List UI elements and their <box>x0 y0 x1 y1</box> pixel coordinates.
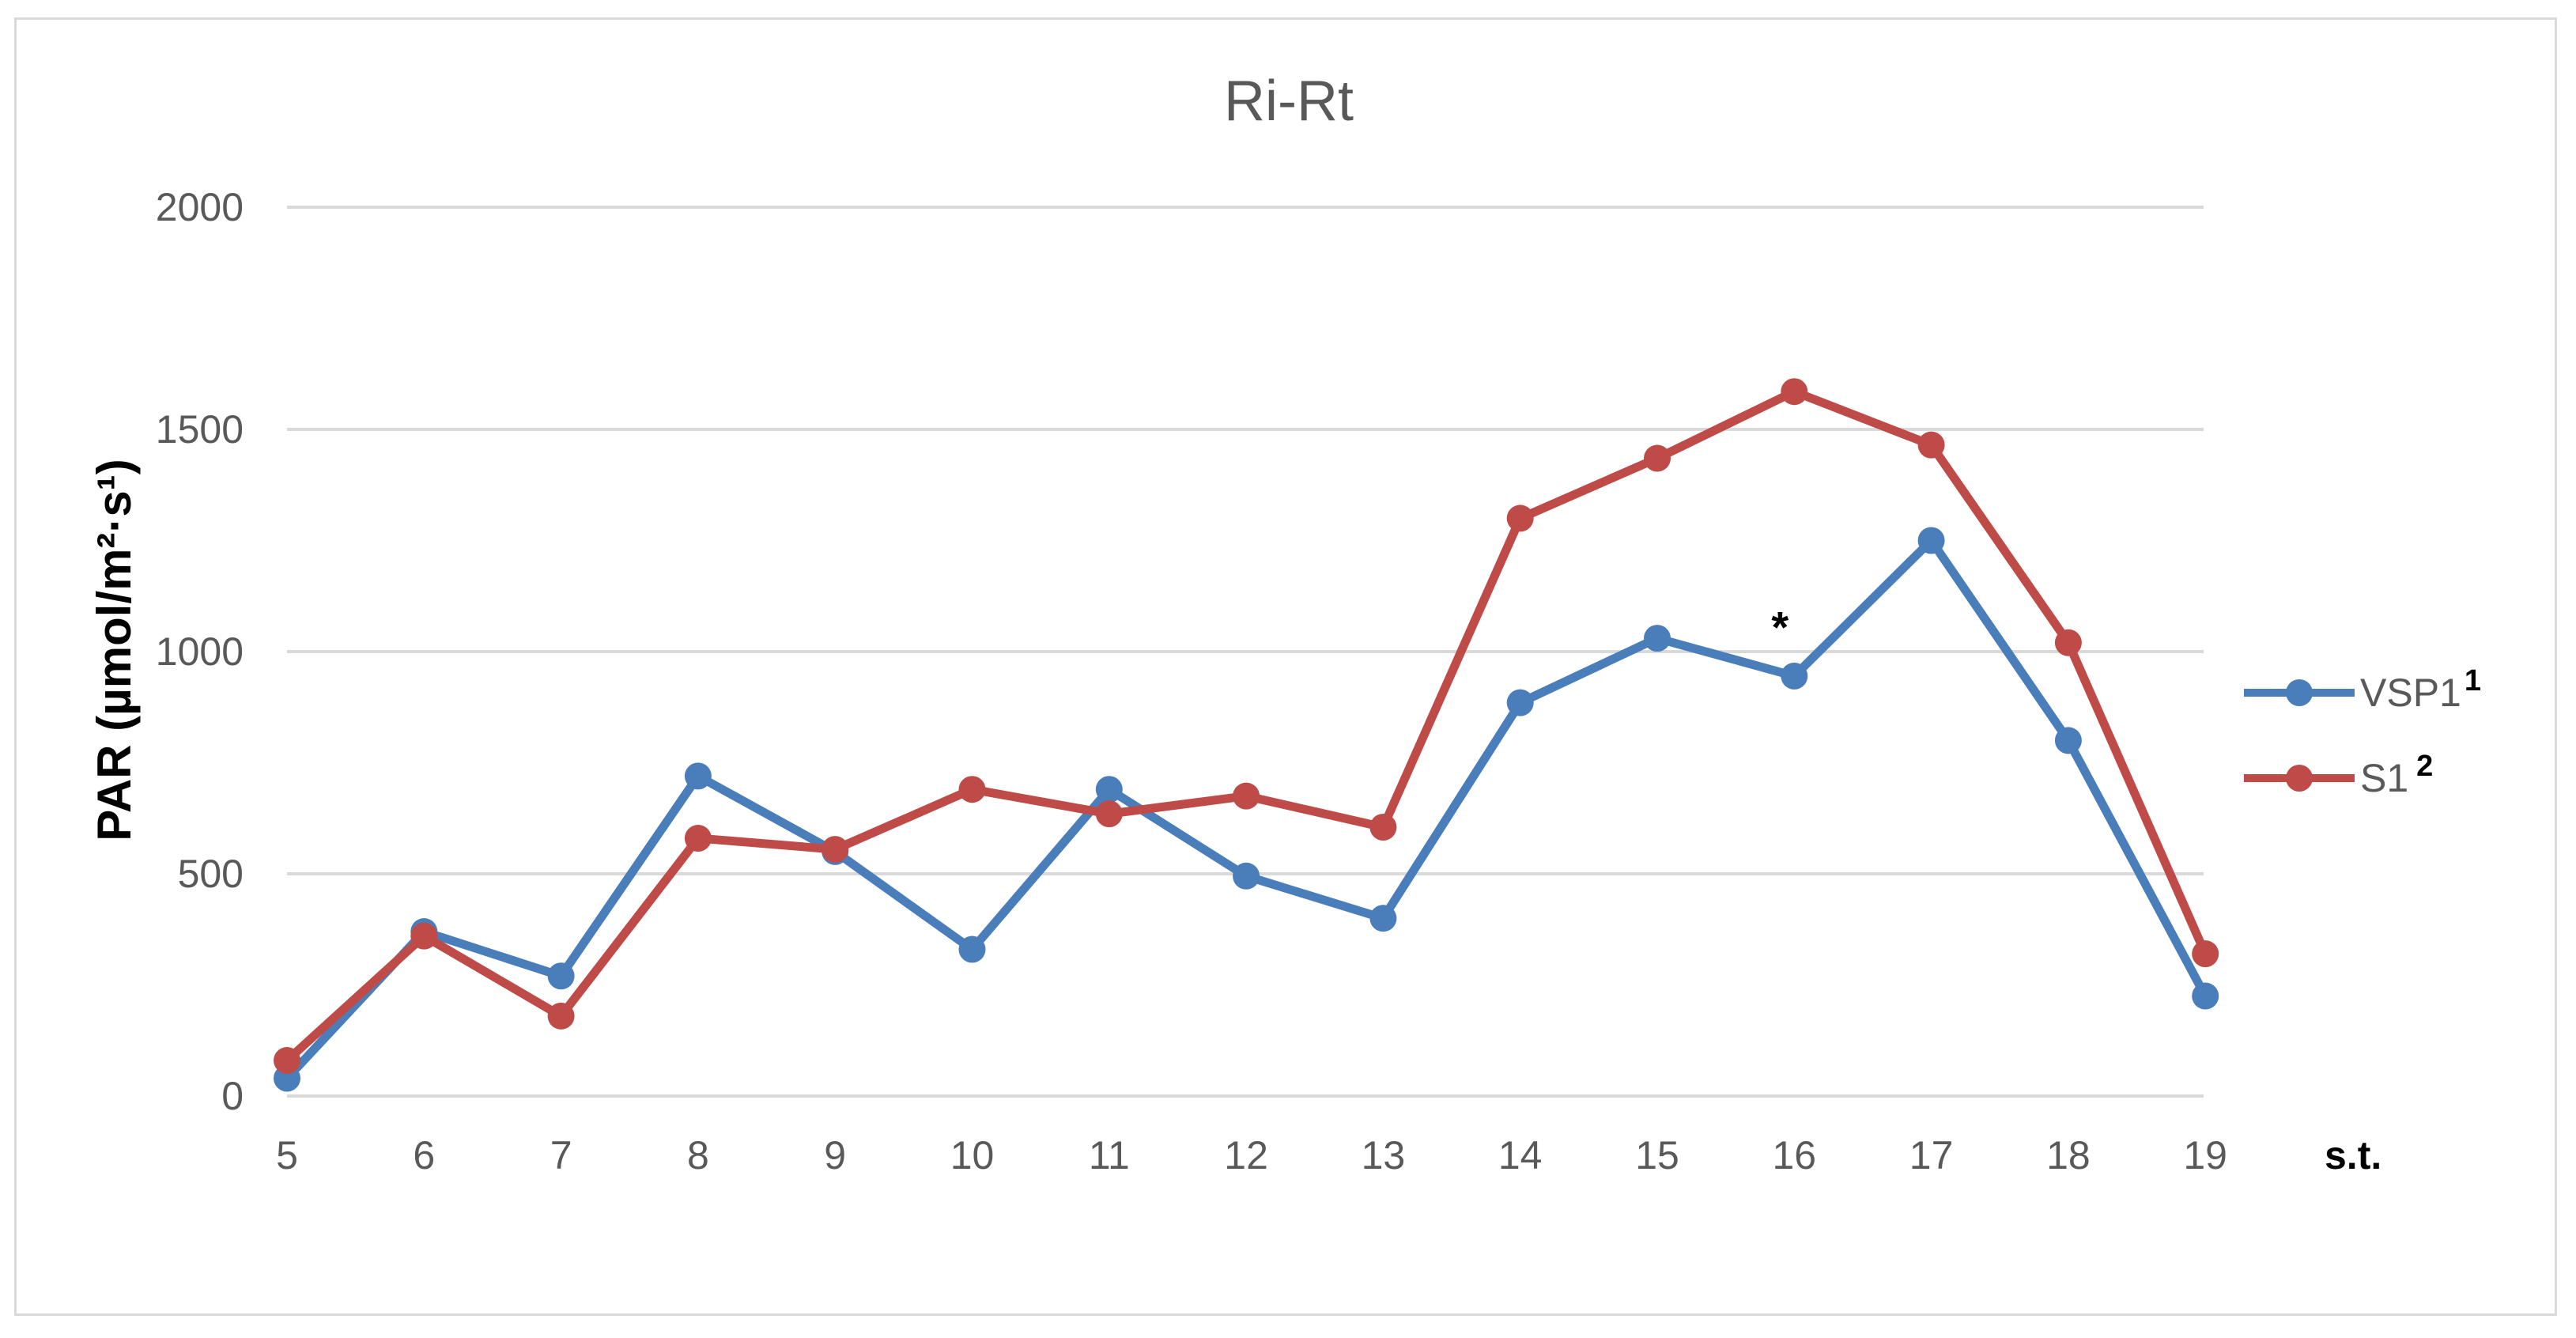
legend-label-vsp1: VSP1 1 <box>2360 664 2481 715</box>
data-point-s1 <box>684 825 712 852</box>
data-point-s1 <box>1233 782 1260 810</box>
x-axis-label: s.t. <box>2325 1133 2381 1177</box>
data-point-s1 <box>1644 444 1671 472</box>
y-tick-label: 2000 <box>156 185 244 229</box>
data-point-s1 <box>958 776 986 803</box>
data-point-vsp1 <box>2192 982 2219 1010</box>
data-point-s1 <box>1917 431 1945 459</box>
x-tick-label: 9 <box>824 1133 846 1177</box>
series-lines <box>274 378 2219 1092</box>
x-tick-label: 12 <box>1224 1133 1268 1177</box>
x-tick-label: 8 <box>687 1133 709 1177</box>
legend-item-vsp1: VSP1 1 <box>2244 664 2481 715</box>
data-point-vsp1 <box>1369 905 1397 932</box>
data-point-vsp1 <box>1917 527 1945 554</box>
data-point-vsp1 <box>2054 727 2082 754</box>
y-tick-label: 500 <box>178 852 244 896</box>
x-tick-label: 15 <box>1635 1133 1679 1177</box>
data-point-s1 <box>1095 800 1123 828</box>
x-tick-label: 14 <box>1498 1133 1543 1177</box>
data-point-s1 <box>1781 378 1808 406</box>
data-point-vsp1 <box>684 762 712 790</box>
legend: VSP1 1 S1 2 <box>2244 664 2481 800</box>
data-point-s1 <box>1369 813 1397 841</box>
chart-title: Ri-Rt <box>1224 70 1354 133</box>
x-tick-label: 17 <box>1909 1133 1954 1177</box>
x-tick-label: 10 <box>950 1133 995 1177</box>
data-point-vsp1 <box>1506 689 1534 716</box>
x-tick-label: 19 <box>2183 1133 2227 1177</box>
y-tick-label: 1000 <box>156 629 244 674</box>
data-point-vsp1 <box>1233 862 1260 890</box>
data-point-s1 <box>2054 629 2082 656</box>
legend-label-s1: S1 2 <box>2360 750 2433 800</box>
x-tick-label: 6 <box>413 1133 435 1177</box>
labels: 0 500 1000 1500 2000 5 6 7 8 9 10 11 12 13 14 15 16 17 18 1… <box>156 185 2227 1177</box>
x-tick-label: 7 <box>550 1133 572 1177</box>
data-point-s1 <box>410 922 438 950</box>
x-tick-label: 11 <box>1089 1133 1130 1177</box>
y-tick-label: 1500 <box>156 407 244 452</box>
data-point-vsp1 <box>1781 662 1808 690</box>
data-point-s1 <box>822 836 849 864</box>
chart-frame <box>14 17 2557 1316</box>
legend-swatch-marker <box>2286 679 2313 706</box>
data-point-vsp1 <box>958 935 986 963</box>
data-point-vsp1 <box>1644 625 1671 652</box>
y-axis-label: PAR (µmol/m²·s¹) <box>88 459 141 841</box>
significance-annotation: * <box>1771 603 1788 652</box>
data-point-s1 <box>547 1002 575 1030</box>
data-point-s1 <box>1506 505 1534 532</box>
data-point-vsp1 <box>547 962 575 990</box>
data-point-s1 <box>2192 940 2219 968</box>
y-tick-label: 0 <box>221 1074 244 1118</box>
x-tick-label: 18 <box>2046 1133 2091 1177</box>
legend-swatch-marker <box>2286 765 2313 792</box>
legend-item-s1: S1 2 <box>2244 750 2433 800</box>
data-point-vsp1 <box>1095 776 1123 803</box>
x-tick-label: 16 <box>1772 1133 1816 1177</box>
data-point-s1 <box>274 1047 300 1075</box>
x-tick-label: 5 <box>276 1133 298 1177</box>
x-tick-label: 13 <box>1362 1133 1406 1177</box>
